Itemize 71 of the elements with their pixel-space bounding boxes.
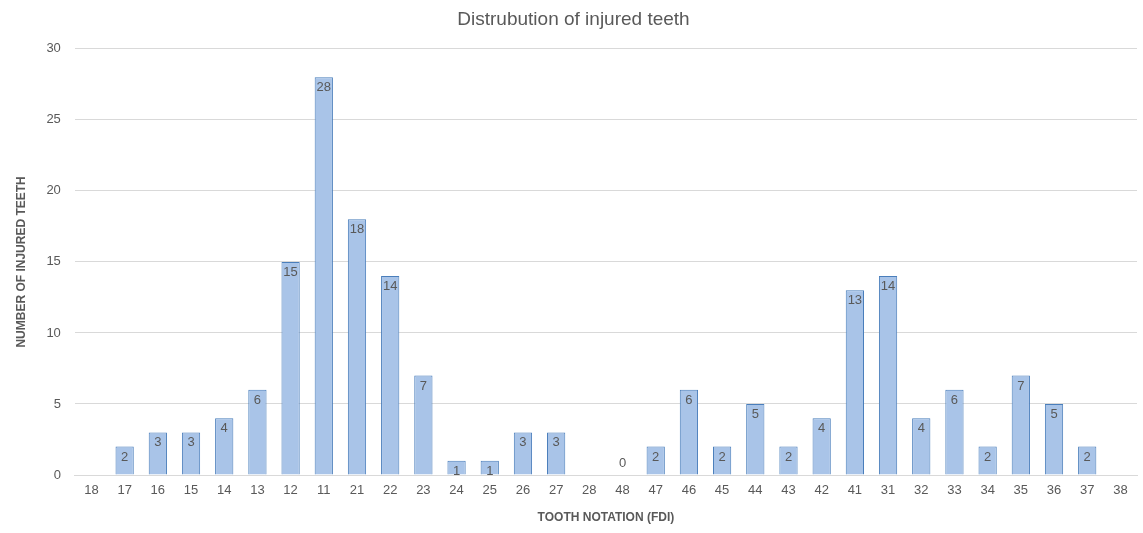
x-tick-label: 48: [615, 482, 630, 498]
y-tick-label: 5: [53, 395, 61, 411]
x-tick-label: 11: [317, 482, 331, 498]
data-label: 6: [253, 391, 262, 407]
x-tick-label: 42: [814, 482, 829, 498]
data-label: 6: [685, 391, 693, 407]
x-axis-title: TOOTH NOTATION (FDI): [537, 510, 675, 525]
data-label: 3: [519, 434, 527, 450]
x-tick-label: 34: [980, 482, 995, 498]
x-tick-label: 22: [382, 482, 398, 498]
x-tick-label: 12: [283, 482, 298, 498]
x-tick-label: 16: [150, 482, 166, 498]
data-label: 4: [917, 420, 925, 436]
data-label: 5: [1050, 406, 1058, 422]
y-tick-label: 10: [46, 324, 61, 340]
x-tick-label: 47: [648, 482, 663, 498]
x-tick-label: 41: [847, 482, 863, 498]
x-tick-label: 25: [482, 482, 497, 498]
x-tick-label: 14: [216, 482, 232, 498]
x-tick-label: 15: [183, 482, 199, 498]
x-tick-label: 38: [1113, 482, 1128, 498]
x-tick-label: 17: [117, 482, 132, 498]
data-label: 3: [552, 434, 560, 450]
y-tick-label: 15: [46, 253, 61, 269]
data-label: 15: [283, 263, 298, 279]
data-label: 2: [784, 448, 793, 464]
x-tick-label: 36: [1046, 482, 1062, 498]
data-label: 7: [1017, 377, 1025, 393]
x-tick-label: 37: [1079, 482, 1095, 498]
data-label: 1: [452, 462, 461, 478]
x-tick-label: 45: [714, 482, 730, 498]
y-tick-label: 0: [53, 466, 61, 482]
x-tick-label: 27: [548, 482, 564, 498]
data-label: 14: [382, 278, 398, 294]
data-label: 4: [818, 420, 826, 436]
data-label: 4: [220, 420, 228, 436]
data-label: 28: [316, 79, 332, 95]
data-label: 18: [349, 221, 365, 237]
data-label: 2: [984, 448, 992, 464]
data-label: 2: [718, 448, 726, 464]
y-tick-label: 25: [46, 111, 61, 127]
data-label: 6: [950, 391, 959, 407]
y-tick-label: 30: [46, 40, 61, 56]
x-tick-label: 26: [515, 482, 531, 498]
data-label: 3: [154, 434, 162, 450]
data-label: 5: [751, 406, 759, 422]
data-label: 0: [618, 455, 627, 471]
x-tick-label: 18: [84, 482, 99, 498]
data-label: 2: [121, 448, 129, 464]
x-tick-label: 32: [914, 482, 929, 498]
data-label: 2: [1083, 448, 1091, 464]
x-tick-label: 24: [449, 482, 464, 498]
data-label: 14: [880, 278, 896, 294]
y-tick-label: 20: [46, 182, 61, 198]
x-tick-label: 23: [416, 482, 431, 498]
data-label: 7: [419, 377, 427, 393]
x-tick-label: 35: [1013, 482, 1029, 498]
x-tick-label: 21: [349, 482, 365, 498]
x-tick-label: 46: [681, 482, 697, 498]
x-tick-label: 31: [880, 482, 896, 498]
x-tick-label: 43: [781, 482, 796, 498]
data-label: 2: [652, 448, 660, 464]
chart-title: Distrubution of injured teeth: [457, 7, 690, 29]
y-axis-title: NUMBER OF INJURED TEETH: [13, 176, 28, 348]
x-tick-label: 44: [748, 482, 763, 498]
data-label: 13: [847, 292, 863, 308]
x-tick-label: 33: [947, 482, 962, 498]
x-tick-label: 28: [582, 482, 597, 498]
data-label: 1: [486, 462, 494, 478]
x-tick-label: 13: [250, 482, 265, 498]
data-label: 3: [187, 434, 195, 450]
